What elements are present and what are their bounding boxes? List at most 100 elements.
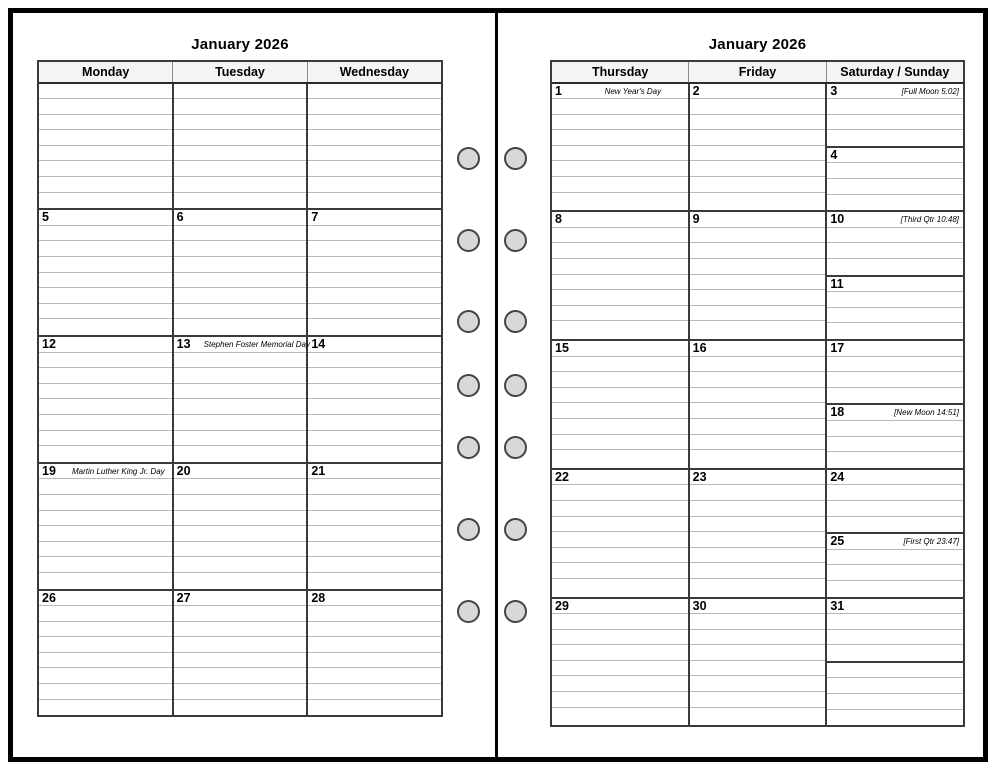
rule-line[interactable] xyxy=(173,591,307,607)
rule-line[interactable] xyxy=(39,526,172,542)
rule-line[interactable] xyxy=(827,388,963,404)
rule-line[interactable] xyxy=(827,421,964,437)
rule-line[interactable] xyxy=(39,319,172,335)
rule-line[interactable] xyxy=(308,99,442,115)
rule-line[interactable] xyxy=(173,84,307,100)
rule-line[interactable] xyxy=(39,573,172,589)
rule-line[interactable] xyxy=(689,501,826,517)
rule-line[interactable] xyxy=(689,548,826,564)
rule-line[interactable] xyxy=(39,653,172,669)
rule-line[interactable] xyxy=(689,341,826,357)
rule-line[interactable] xyxy=(308,337,442,353)
day-block[interactable]: 28 xyxy=(308,591,442,716)
rule-line[interactable] xyxy=(173,353,307,369)
rule-line[interactable] xyxy=(689,485,826,501)
day-block[interactable]: 26 xyxy=(39,591,172,716)
rule-line[interactable] xyxy=(690,708,826,724)
day-block[interactable]: 29 xyxy=(552,599,688,724)
rule-line[interactable] xyxy=(827,130,963,146)
rule-line[interactable] xyxy=(173,399,307,415)
rule-line[interactable] xyxy=(39,700,172,716)
rule-line[interactable] xyxy=(173,431,307,447)
rule-line[interactable] xyxy=(39,431,172,447)
rule-line[interactable] xyxy=(39,210,172,226)
rule-line[interactable] xyxy=(827,292,964,308)
rule-line[interactable] xyxy=(827,259,963,275)
day-block[interactable]: 2 xyxy=(689,84,826,209)
rule-line[interactable] xyxy=(552,306,688,322)
rule-line[interactable] xyxy=(39,684,172,700)
rule-line[interactable] xyxy=(308,700,441,716)
rule-line[interactable] xyxy=(689,435,826,451)
rule-line[interactable] xyxy=(552,193,688,209)
rule-line[interactable] xyxy=(308,495,442,511)
rule-line[interactable] xyxy=(552,243,688,260)
rule-line[interactable] xyxy=(308,115,442,131)
rule-line[interactable] xyxy=(173,368,307,384)
day-block[interactable]: 10 [Third Qtr 10:48] xyxy=(827,212,964,275)
rule-line[interactable] xyxy=(827,710,963,726)
day-block[interactable]: 24 xyxy=(827,470,964,532)
rule-line[interactable] xyxy=(173,384,307,400)
rule-line[interactable] xyxy=(308,606,442,622)
day-block[interactable]: 27 xyxy=(173,591,307,716)
day-block[interactable]: 19 Martin Luther King Jr. Day xyxy=(39,464,172,589)
day-block[interactable]: 7 xyxy=(308,210,442,335)
rule-line[interactable] xyxy=(827,357,964,373)
rule-line[interactable] xyxy=(552,161,688,178)
rule-line[interactable] xyxy=(689,661,826,677)
rule-line[interactable] xyxy=(552,435,688,451)
rule-line[interactable] xyxy=(552,341,688,357)
rule-line[interactable] xyxy=(308,257,442,273)
rule-line[interactable] xyxy=(552,645,688,661)
rule-line[interactable] xyxy=(173,257,307,273)
rule-line[interactable] xyxy=(308,304,442,320)
rule-line[interactable] xyxy=(827,550,964,566)
rule-line[interactable] xyxy=(552,388,688,404)
rule-line[interactable] xyxy=(173,99,307,115)
rule-line[interactable] xyxy=(173,161,307,178)
day-block[interactable]: 3 [Full Moon 5:02] xyxy=(827,84,964,146)
rule-line[interactable] xyxy=(173,495,307,511)
day-block[interactable]: 22 xyxy=(552,470,688,595)
rule-line[interactable] xyxy=(173,653,307,669)
rule-line[interactable] xyxy=(689,419,826,435)
rule-line[interactable] xyxy=(552,84,688,100)
day-block[interactable]: 30 xyxy=(689,599,826,724)
rule-line[interactable] xyxy=(689,630,826,646)
day-block[interactable]: 9 xyxy=(689,212,826,337)
rule-line[interactable] xyxy=(689,599,826,615)
rule-line[interactable] xyxy=(39,115,172,131)
rule-line[interactable] xyxy=(552,177,688,193)
rule-line[interactable] xyxy=(39,495,172,511)
rule-line[interactable] xyxy=(39,511,172,527)
rule-line[interactable] xyxy=(552,99,688,115)
rule-line[interactable] xyxy=(308,288,442,304)
rule-line[interactable] xyxy=(827,372,964,388)
rule-line[interactable] xyxy=(689,177,826,193)
day-block[interactable]: 13 Stephen Foster Memorial Day xyxy=(173,337,310,462)
rule-line[interactable] xyxy=(308,684,442,700)
day-block[interactable]: 25 [First Qtr 23:47] xyxy=(827,532,964,596)
rule-line[interactable] xyxy=(689,212,826,228)
rule-line[interactable] xyxy=(173,606,307,622)
rule-line[interactable] xyxy=(308,637,442,653)
rule-line[interactable] xyxy=(552,563,688,579)
rule-line[interactable] xyxy=(174,446,307,462)
rule-line[interactable] xyxy=(39,99,172,115)
rule-line[interactable] xyxy=(308,384,442,400)
rule-line[interactable] xyxy=(827,630,964,646)
day-block[interactable] xyxy=(308,84,442,209)
day-block[interactable]: 23 xyxy=(689,470,826,595)
rule-line[interactable] xyxy=(39,446,172,462)
rule-line[interactable] xyxy=(827,678,964,695)
day-block[interactable] xyxy=(39,84,172,209)
rule-line[interactable] xyxy=(552,532,688,548)
rule-line[interactable] xyxy=(308,464,442,480)
rule-line[interactable] xyxy=(690,579,826,595)
rule-line[interactable] xyxy=(552,614,688,630)
day-block[interactable]: 12 xyxy=(39,337,172,462)
rule-line[interactable] xyxy=(39,146,172,162)
rule-line[interactable] xyxy=(173,684,307,700)
rule-line[interactable] xyxy=(308,368,442,384)
